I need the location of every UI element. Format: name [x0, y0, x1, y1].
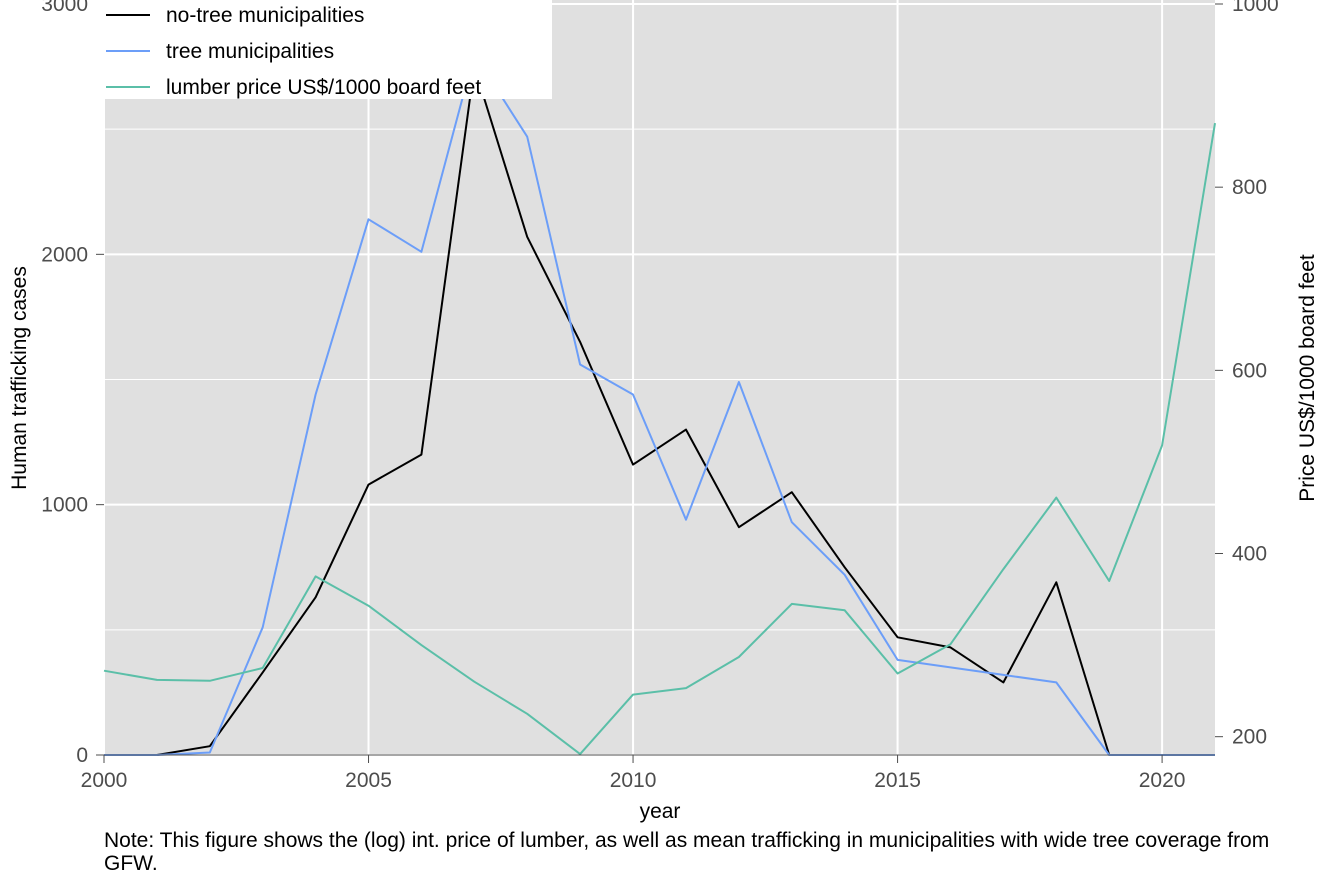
x-tick-label: 2020	[1139, 769, 1186, 792]
y2-tick-label: 800	[1232, 176, 1267, 199]
y2-axis-title: Price US$/1000 board feet	[1296, 254, 1319, 502]
figure-note: Note: This figure shows the (log) int. p…	[104, 829, 1270, 875]
x-tick-label: 2010	[610, 769, 657, 792]
x-tick-label: 2015	[874, 769, 921, 792]
y2-tick-label: 1000	[1232, 0, 1279, 16]
x-tick-label: 2005	[345, 769, 392, 792]
x-axis-title: year	[640, 800, 681, 823]
y-tick-label: 0	[76, 744, 88, 767]
chart: 2000 2005 2010 2015 2020 0 1000 2000 3000 200 400 6…	[8, 0, 1319, 823]
y-tick-label: 1000	[41, 494, 88, 517]
y2-tick-label: 200	[1232, 726, 1267, 749]
legend-box	[96, 0, 552, 99]
y-tick-label: 3000	[41, 0, 88, 16]
plot-panel	[104, 0, 1215, 755]
y2-tick-label: 400	[1232, 543, 1267, 566]
y2-tick-label: 600	[1232, 359, 1267, 382]
series-line	[104, 65, 1215, 756]
legend-label: no-tree municipalities	[166, 4, 364, 27]
x-tick-label: 2000	[81, 769, 128, 792]
y-tick-label: 2000	[41, 243, 88, 266]
axes: 2000 2005 2010 2015 2020 0 1000 2000 3000 200 400 6…	[41, 0, 1278, 792]
series-line	[103, 122, 1216, 756]
series-group	[103, 53, 1216, 756]
series-line	[104, 53, 1215, 756]
legend: no-tree municipalities tree municipalitie…	[96, 0, 552, 99]
legend-label: tree municipalities	[166, 40, 334, 63]
y-axis-title: Human trafficking cases	[8, 266, 31, 490]
legend-label: lumber price US$/1000 board feet	[166, 76, 481, 99]
